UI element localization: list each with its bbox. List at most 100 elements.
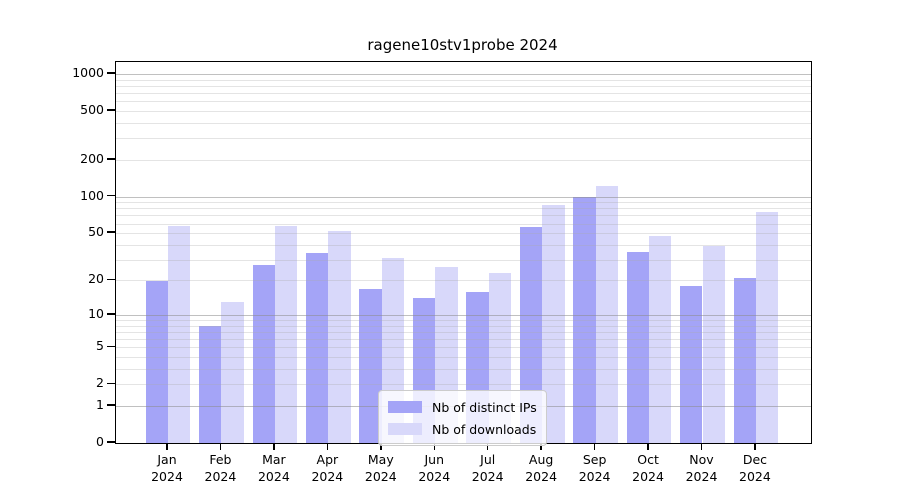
grid-line-minor-80: [116, 208, 811, 210]
chart-title: ragene10stv1probe 2024: [367, 36, 558, 54]
grid-line-minor-7: [116, 332, 811, 333]
bar-downloads-aug: [542, 205, 565, 443]
bar-downloads-mar: [274, 226, 298, 443]
legend-swatch-downloads: [388, 423, 422, 435]
y-tick-label-0: 0: [96, 434, 104, 449]
x-tick-mark-jul: [486, 443, 489, 450]
legend-label-distinct-ips: Nb of distinct IPs: [432, 399, 537, 415]
x-tick-label-apr: Apr 2024: [311, 452, 344, 484]
x-tick-label-nov: Nov 2024: [685, 452, 718, 484]
x-tick-label-oct: Oct 2024: [632, 452, 664, 484]
grid-line-major-100: [116, 196, 811, 198]
x-tick-mark-apr: [326, 443, 329, 450]
grid-line-minor-4: [116, 357, 811, 359]
grid-line-minor-9: [116, 320, 811, 322]
y-tick-mark-1000: [107, 72, 115, 74]
x-tick-mark-may: [380, 443, 382, 450]
x-tick-mark-feb: [219, 443, 222, 450]
y-tick-label-500: 500: [80, 102, 104, 118]
x-tick-label-jun: Jun 2024: [418, 452, 451, 484]
y-tick-mark-200: [107, 158, 115, 160]
grid-line-major-1000: [116, 74, 811, 76]
legend: Nb of distinct IPs Nb of downloads: [378, 390, 547, 446]
x-tick-label-aug: Aug 2024: [525, 452, 558, 484]
bar-downloads-oct: [649, 236, 672, 443]
x-tick-mark-jun: [433, 443, 435, 450]
y-tick-label-2: 2: [96, 375, 104, 391]
bar-distinct-ips-mar: [252, 265, 275, 443]
x-tick-mark-sep: [593, 443, 596, 450]
y-tick-label-50: 50: [88, 224, 104, 240]
y-tick-mark-5: [107, 345, 115, 348]
x-tick-label-feb: Feb 2024: [204, 452, 237, 484]
x-tick-mark-jan: [166, 443, 168, 450]
grid-line-minor-60: [116, 223, 811, 225]
y-tick-label-20: 20: [88, 271, 104, 287]
x-tick-label-sep: Sep 2024: [578, 452, 611, 484]
grid-line-minor-400: [116, 123, 811, 125]
bar-distinct-ips-apr: [305, 253, 329, 443]
x-tick-mark-aug: [540, 443, 542, 450]
grid-line-minor-600: [116, 101, 811, 103]
grid-line-minor-2: [116, 384, 811, 386]
y-tick-label-1000: 1000: [72, 65, 104, 81]
y-tick-label-100: 100: [80, 187, 104, 203]
bar-distinct-ips-sep: [573, 196, 596, 443]
bar-downloads-nov: [702, 246, 725, 443]
legend-item-distinct-ips: Nb of distinct IPs: [388, 396, 537, 418]
bar-downloads-feb: [221, 302, 244, 443]
grid-line-minor-8: [116, 325, 811, 327]
bar-distinct-ips-aug: [519, 227, 543, 443]
bar-distinct-ips-jan: [145, 280, 168, 443]
bar-distinct-ips-oct: [626, 251, 650, 443]
grid-line-minor-500: [116, 111, 811, 113]
bar-downloads-dec: [755, 211, 779, 443]
bar-distinct-ips-may: [359, 288, 382, 443]
grid-line-minor-800: [116, 86, 811, 88]
grid-line-minor-70: [116, 215, 811, 217]
x-tick-label-jul: Jul 2024: [471, 452, 504, 484]
bar-downloads-apr: [328, 231, 351, 443]
grid-line-minor-40: [116, 244, 811, 246]
y-tick-mark-1: [107, 404, 115, 406]
grid-line-major-10: [116, 315, 811, 316]
y-tick-mark-2: [107, 382, 115, 385]
bar-distinct-ips-nov: [680, 285, 703, 443]
plot-area: Nb of distinct IPs Nb of downloads: [115, 61, 812, 446]
grid-line-minor-200: [116, 159, 811, 161]
y-tick-mark-0: [107, 441, 115, 443]
y-tick-label-10: 10: [88, 306, 104, 321]
grid-line-minor-900: [116, 79, 811, 81]
x-tick-mark-mar: [273, 443, 275, 450]
y-tick-mark-20: [107, 278, 115, 281]
grid-line-minor-50: [116, 233, 811, 235]
grid-line-minor-6: [116, 339, 811, 341]
bar-downloads-sep: [595, 185, 618, 443]
grid-line-minor-5: [116, 347, 811, 349]
y-tick-mark-100: [107, 194, 115, 197]
y-tick-label-1: 1: [96, 397, 104, 412]
grid-line-minor-90: [116, 202, 811, 204]
y-tick-mark-10: [107, 313, 115, 315]
x-tick-mark-oct: [647, 443, 649, 450]
grid-line-minor-30: [116, 259, 811, 261]
y-tick-mark-500: [107, 109, 115, 111]
grid-line-minor-300: [116, 138, 811, 140]
y-tick-mark-50: [107, 231, 115, 233]
grid-line-minor-20: [116, 280, 811, 282]
x-tick-mark-nov: [700, 443, 703, 450]
x-tick-label-mar: Mar 2024: [257, 452, 290, 484]
grid-line-minor-700: [116, 93, 811, 95]
x-tick-label-may: May 2024: [364, 452, 397, 484]
bar-distinct-ips-dec: [733, 278, 756, 443]
x-tick-label-dec: Dec 2024: [739, 452, 771, 484]
x-tick-label-jan: Jan 2024: [151, 452, 183, 484]
legend-item-downloads: Nb of downloads: [388, 418, 537, 440]
legend-label-downloads: Nb of downloads: [432, 421, 537, 437]
y-tick-label-200: 200: [80, 150, 104, 166]
bar-distinct-ips-feb: [199, 325, 222, 443]
legend-swatch-distinct-ips: [388, 401, 422, 413]
x-tick-mark-dec: [754, 443, 756, 450]
bar-downloads-jan: [168, 226, 191, 443]
